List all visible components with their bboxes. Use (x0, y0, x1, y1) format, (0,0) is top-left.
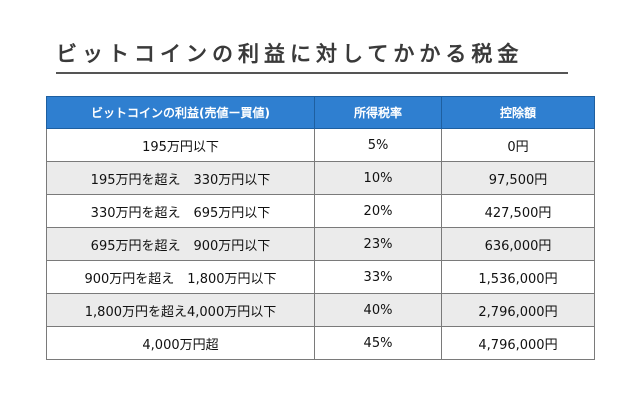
tax-rate-cell: 5% (314, 128, 442, 162)
profit-range-cell: 695万円を超え 900万円以下 (46, 227, 315, 261)
header-profit: ビットコインの利益(売値ー買値) (46, 96, 315, 129)
deduction-cell: 636,000円 (441, 227, 595, 261)
profit-range-cell: 900万円を超え 1,800万円以下 (46, 260, 315, 294)
profit-range-cell: 1,800万円を超え4,000万円以下 (46, 293, 315, 327)
table-row: 4,000万円超 45% 4,796,000円 (46, 326, 595, 360)
deduction-cell: 1,536,000円 (441, 260, 595, 294)
table-row: 330万円を超え 695万円以下 20% 427,500円 (46, 194, 595, 228)
tax-rate-cell: 23% (314, 227, 442, 261)
profit-range-cell: 195万円を超え 330万円以下 (46, 161, 315, 195)
deduction-cell: 0円 (441, 128, 595, 162)
deduction-cell: 427,500円 (441, 194, 595, 228)
deduction-cell: 2,796,000円 (441, 293, 595, 327)
tax-rate-cell: 20% (314, 194, 442, 228)
table-header-row: ビットコインの利益(売値ー買値) 所得税率 控除額 (46, 96, 595, 129)
profit-range-cell: 330万円を超え 695万円以下 (46, 194, 315, 228)
header-deduction: 控除額 (441, 96, 595, 129)
tax-rate-cell: 33% (314, 260, 442, 294)
table-row: 900万円を超え 1,800万円以下 33% 1,536,000円 (46, 260, 595, 294)
tax-rate-cell: 45% (314, 326, 442, 360)
page-title: ビットコインの利益に対してかかる税金 (56, 42, 524, 66)
deduction-cell: 97,500円 (441, 161, 595, 195)
title-underline (56, 72, 568, 74)
profit-range-cell: 195万円以下 (46, 128, 315, 162)
header-tax-rate: 所得税率 (314, 96, 442, 129)
deduction-cell: 4,796,000円 (441, 326, 595, 360)
tax-rate-cell: 10% (314, 161, 442, 195)
tax-rate-table: ビットコインの利益(売値ー買値) 所得税率 控除額 195万円以下 5% 0円 … (46, 96, 595, 360)
table-row: 695万円を超え 900万円以下 23% 636,000円 (46, 227, 595, 261)
tax-rate-cell: 40% (314, 293, 442, 327)
profit-range-cell: 4,000万円超 (46, 326, 315, 360)
table-row: 1,800万円を超え4,000万円以下 40% 2,796,000円 (46, 293, 595, 327)
table-row: 195万円を超え 330万円以下 10% 97,500円 (46, 161, 595, 195)
table-row: 195万円以下 5% 0円 (46, 128, 595, 162)
